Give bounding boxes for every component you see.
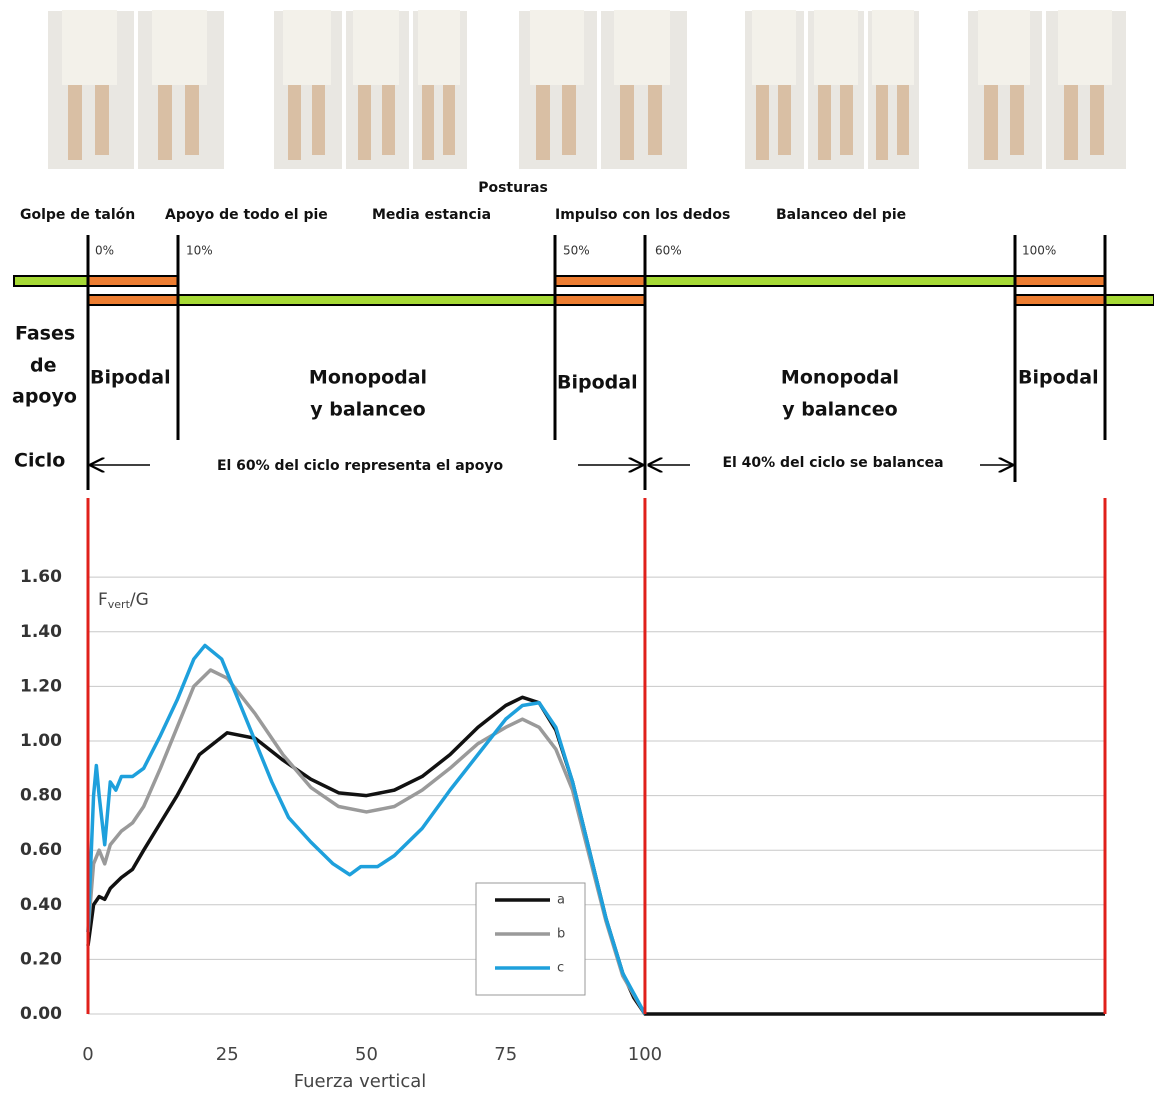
- photo: [806, 9, 866, 171]
- x-tick-label: 50: [355, 1044, 378, 1065]
- y-axis-label-part: /G: [130, 590, 149, 610]
- phase-name: Bipodal: [1018, 367, 1099, 389]
- percent-label: 0%: [95, 244, 114, 258]
- phases-label: Fases: [15, 323, 75, 345]
- cycle-label: Ciclo: [14, 450, 65, 472]
- legend-label: c: [557, 961, 564, 976]
- phase-name: Monopodal: [309, 367, 427, 389]
- posture-photos: [46, 9, 1128, 171]
- percent-label: 50%: [563, 244, 590, 258]
- percent-label: 60%: [655, 244, 682, 258]
- photo: [411, 9, 469, 171]
- percent-label: 100%: [1022, 244, 1056, 258]
- photo: [966, 9, 1044, 171]
- series-line: [86, 668, 647, 1015]
- y-axis-label: Fvert/G: [98, 590, 149, 611]
- x-tick-label: 0: [82, 1044, 93, 1065]
- photo: [517, 9, 599, 171]
- x-tick-label: 100: [628, 1044, 662, 1065]
- event-label: Apoyo de todo el pie: [165, 207, 328, 223]
- series-line: [86, 643, 647, 1015]
- phase-bars: [13, 275, 1154, 306]
- photo: [272, 9, 344, 171]
- chart: 0.00 0.20 0.40 0.60 0.80 1.00 1.20 1.40 1.60 0 25 5…: [20, 498, 1107, 1092]
- event-label: Impulso con los dedos: [555, 207, 730, 223]
- y-tick-label: 0.80: [20, 786, 62, 806]
- y-tick-label: 0.60: [20, 840, 62, 860]
- postures-label: Posturas: [478, 180, 548, 196]
- y-axis-label-part: F: [98, 590, 108, 610]
- photo: [344, 9, 411, 171]
- y-tick-label: 0.40: [20, 895, 62, 915]
- y-tick-label: 0.00: [20, 1004, 62, 1024]
- photo: [136, 9, 226, 171]
- y-tick-label: 1.20: [20, 676, 62, 696]
- phase-name: Monopodal: [781, 367, 899, 389]
- y-tick-label: 1.40: [20, 622, 62, 642]
- event-label: Golpe de talón: [20, 207, 135, 223]
- y-tick-label: 1.60: [20, 567, 62, 587]
- event-label: Balanceo del pie: [776, 207, 906, 223]
- percent-label: 10%: [186, 244, 213, 258]
- x-tick-label: 25: [216, 1044, 239, 1065]
- legend-label: b: [557, 927, 565, 942]
- series-line: [86, 695, 1105, 1016]
- phase-name: y balanceo: [310, 399, 425, 421]
- phase-name: Bipodal: [90, 367, 171, 389]
- photo: [46, 9, 136, 171]
- photo: [866, 9, 921, 171]
- phases-label: apoyo: [12, 386, 77, 408]
- y-tick-label: 0.20: [20, 949, 62, 969]
- photo: [1044, 9, 1128, 171]
- phase-dividers: [86, 235, 1107, 490]
- phases-label: de: [30, 355, 57, 377]
- legend: a b c: [475, 882, 586, 996]
- y-tick-label: 1.00: [20, 731, 62, 751]
- cycle-note: El 60% del ciclo representa el apoyo: [217, 458, 504, 474]
- photo: [743, 9, 806, 171]
- x-tick-label: 75: [494, 1044, 517, 1065]
- event-label: Media estancia: [372, 207, 491, 223]
- phase-name: y balanceo: [782, 399, 897, 421]
- x-axis-label: Fuerza vertical: [294, 1071, 427, 1092]
- photo: [599, 9, 689, 171]
- cycle-note: El 40% del ciclo se balancea: [722, 455, 943, 471]
- y-axis-label-part: vert: [108, 598, 131, 611]
- legend-label: a: [557, 893, 565, 908]
- phase-name: Bipodal: [557, 372, 638, 394]
